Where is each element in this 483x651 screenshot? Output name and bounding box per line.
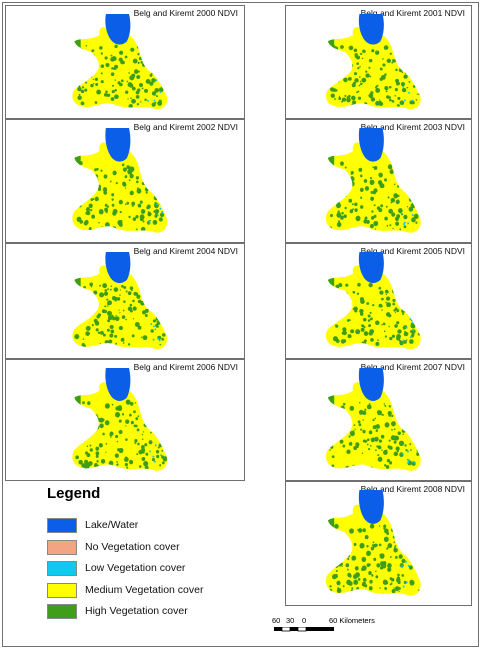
ndvi-map-graphic (325, 490, 421, 596)
legend-label: High Vegetation cover (85, 605, 188, 617)
map-panel-2: Belg and Kiremt 2001 NDVI (285, 5, 472, 119)
ndvi-map-graphic (72, 368, 168, 471)
scale-bar: 60 30 0 60 Kilometers (272, 616, 472, 636)
map-panel-title: Belg and Kiremt 2005 NDVI (360, 246, 465, 256)
map-panel-8: Belg and Kiremt 2007 NDVI (285, 359, 472, 481)
map-panel-4: Belg and Kiremt 2003 NDVI (285, 119, 472, 243)
map-panel-6: Belg and Kiremt 2005 NDVI (285, 243, 472, 359)
map-panel-5: Belg and Kiremt 2004 NDVI (5, 243, 245, 359)
legend-label: No Vegetation cover (85, 540, 180, 553)
legend-label: Medium Vegetation cover (85, 583, 204, 596)
map-panel-title: Belg and Kiremt 2000 NDVI (133, 8, 238, 18)
ndvi-map-graphic (72, 128, 168, 233)
ndvi-map-graphic (325, 368, 421, 471)
map-panel-9: Belg and Kiremt 2008 NDVI (285, 481, 472, 606)
legend-swatch (47, 561, 77, 576)
ndvi-map-graphic (72, 252, 168, 350)
scale-tick-60-left: 60 (272, 616, 281, 625)
legend-title: Legend (47, 485, 101, 502)
map-panel-7: Belg and Kiremt 2006 NDVI (5, 359, 245, 481)
map-panel-title: Belg and Kiremt 2001 NDVI (360, 8, 465, 18)
ndvi-map-graphic (325, 14, 421, 110)
legend-label: Low Vegetation cover (85, 562, 186, 574)
map-frame (2, 2, 479, 647)
map-panel-title: Belg and Kiremt 2002 NDVI (133, 122, 238, 132)
map-panel-1: Belg and Kiremt 2000 NDVI (5, 5, 245, 119)
scale-tick-30: 30 (286, 616, 295, 625)
legend-label: Lake/Water (85, 519, 139, 531)
scale-bar-graphic (274, 627, 334, 632)
map-panel-title: Belg and Kiremt 2006 NDVI (133, 362, 238, 372)
map-panel-title: Belg and Kiremt 2004 NDVI (133, 246, 238, 256)
map-panel-3: Belg and Kiremt 2002 NDVI (5, 119, 245, 243)
ndvi-map-graphic (325, 252, 421, 350)
legend-swatch (47, 539, 77, 555)
legend-swatch (47, 582, 77, 598)
map-panel-title: Belg and Kiremt 2003 NDVI (360, 122, 465, 132)
scale-tick-0: 0 (302, 616, 307, 625)
ndvi-map-graphic (325, 128, 421, 233)
legend-swatch (47, 604, 77, 619)
legend-swatch (47, 518, 77, 533)
map-panel-title: Belg and Kiremt 2008 NDVI (360, 484, 465, 494)
ndvi-map-graphic (72, 14, 168, 110)
map-panel-title: Belg and Kiremt 2007 NDVI (360, 362, 465, 372)
scale-tick-60-km: 60 Kilometers (329, 616, 375, 625)
